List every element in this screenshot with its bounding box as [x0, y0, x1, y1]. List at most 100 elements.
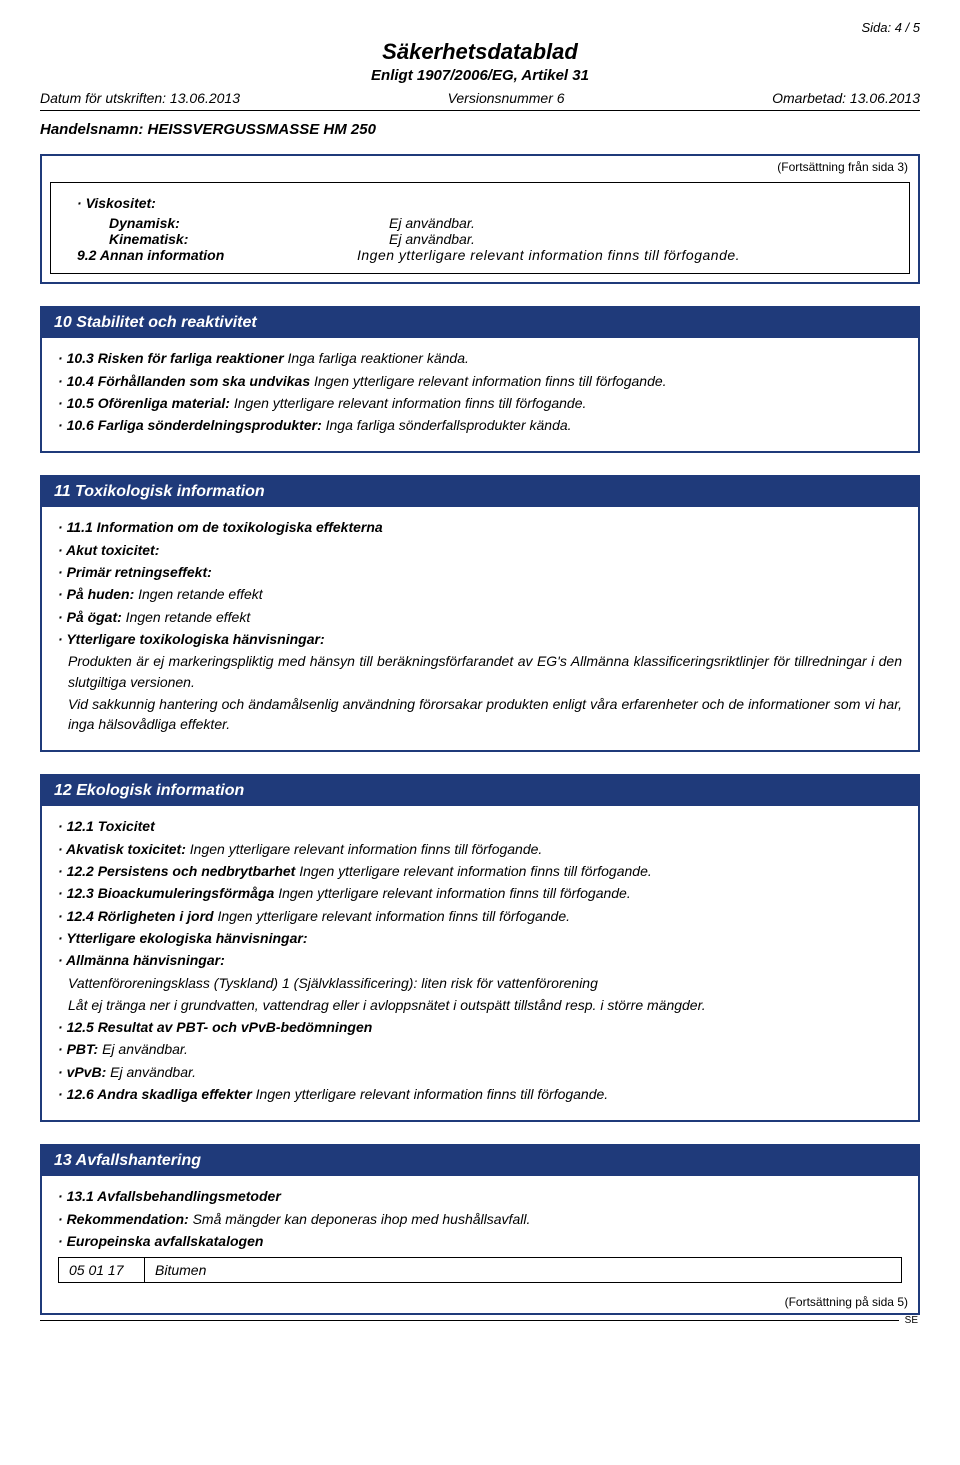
s11-l6-text: Ytterligare toxikologiska hänvisningar:	[58, 631, 325, 647]
s12-p1: Vattenföroreningsklass (Tyskland) 1 (Sjä…	[58, 973, 902, 993]
s10-l3-rest: Ingen ytterligare relevant information f…	[230, 395, 586, 411]
s11-l3-text: Primär retningseffekt:	[58, 564, 212, 580]
dynamic-label: Dynamisk:	[109, 215, 389, 231]
other-info-label: 9.2 Annan information	[77, 247, 357, 263]
section-13-box: 13 Avfallshantering 13.1 Avfallsbehandli…	[40, 1144, 920, 1315]
document-subtitle: Enligt 1907/2006/EG, Artikel 31	[40, 67, 920, 84]
s10-l1-lead: 10.3 Risken för farliga reaktioner	[58, 350, 284, 366]
s11-l6: Ytterligare toxikologiska hänvisningar:	[58, 629, 902, 649]
s11-l1-text: 11.1 Information om de toxikologiska eff…	[58, 519, 383, 535]
s10-l1-rest: Inga farliga reaktioner kända.	[284, 350, 469, 366]
section-13-body: 13.1 Avfallsbehandlingsmetoder Rekommend…	[42, 1176, 918, 1291]
s10-l2-lead: 10.4 Förhållanden som ska undvikas	[58, 373, 310, 389]
meta-row: Datum för utskriften: 13.06.2013 Version…	[40, 90, 920, 106]
s10-line-2: 10.4 Förhållanden som ska undvikas Ingen…	[58, 371, 902, 391]
s10-l4-rest: Inga farliga sönderfallsprodukter kända.	[322, 417, 572, 433]
s12-l11-rest: Ingen ytterligare relevant information f…	[252, 1086, 608, 1102]
s11-l1: 11.1 Information om de toxikologiska eff…	[58, 517, 902, 537]
s13-l1: 13.1 Avfallsbehandlingsmetoder	[58, 1186, 902, 1206]
section-12-header: 12 Ekologisk information	[42, 776, 918, 806]
s10-l4-lead: 10.6 Farliga sönderdelningsprodukter:	[58, 417, 322, 433]
other-info-lead: 9.2 Annan information	[77, 247, 224, 263]
s11-l2-text: Akut toxicitet:	[58, 542, 159, 558]
section-11-body: 11.1 Information om de toxikologiska eff…	[42, 507, 918, 750]
print-date: Datum för utskriften: 13.06.2013	[40, 90, 240, 106]
s12-l9-lead: PBT:	[58, 1041, 98, 1057]
product-name: Handelsnamn: HEISSVERGUSSMASSE HM 250	[40, 121, 920, 138]
header-divider	[40, 110, 920, 111]
s12-l8-text: 12.5 Resultat av PBT- och vPvB-bedömning…	[58, 1019, 372, 1035]
s13-l2-lead: Rekommendation:	[58, 1211, 189, 1227]
section-10-header: 10 Stabilitet och reaktivitet	[42, 308, 918, 338]
s12-l5: 12.4 Rörligheten i jord Ingen ytterligar…	[58, 906, 902, 926]
s12-l9-rest: Ej användbar.	[98, 1041, 188, 1057]
s13-l2: Rekommendation: Små mängder kan deponera…	[58, 1209, 902, 1229]
waste-code-cell: 05 01 17	[59, 1258, 145, 1282]
s13-l3-text: Europeinska avfallskatalogen	[58, 1233, 263, 1249]
s12-l10-lead: vPvB:	[58, 1064, 106, 1080]
section-10-body: 10.3 Risken för farliga reaktioner Inga …	[42, 338, 918, 451]
s11-p1: Produkten är ej markeringspliktig med hä…	[58, 651, 902, 692]
s12-l6: Ytterligare ekologiska hänvisningar:	[58, 928, 902, 948]
waste-name-cell: Bitumen	[145, 1258, 901, 1282]
section-9-inner: Viskositet: Dynamisk: Ej användbar. Kine…	[50, 182, 910, 274]
other-info-value: Ingen ytterligare relevant information f…	[357, 247, 897, 263]
footer-line: SE	[40, 1315, 920, 1326]
dynamic-row: Dynamisk: Ej användbar.	[63, 215, 897, 231]
s11-l5-lead: På ögat:	[58, 609, 122, 625]
s12-l6-text: Ytterligare ekologiska hänvisningar:	[58, 930, 308, 946]
s12-l2-rest: Ingen ytterligare relevant information f…	[186, 841, 542, 857]
s12-l11-lead: 12.6 Andra skadliga effekter	[58, 1086, 252, 1102]
s10-line-4: 10.6 Farliga sönderdelningsprodukter: In…	[58, 415, 902, 435]
s12-l4-rest: Ingen ytterligare relevant information f…	[274, 885, 630, 901]
s11-l3: Primär retningseffekt:	[58, 562, 902, 582]
s11-l4: På huden: Ingen retande effekt	[58, 584, 902, 604]
s11-l2: Akut toxicitet:	[58, 540, 902, 560]
s11-l5-rest: Ingen retande effekt	[122, 609, 250, 625]
s12-l10: vPvB: Ej användbar.	[58, 1062, 902, 1082]
s12-l9: PBT: Ej användbar.	[58, 1039, 902, 1059]
section-12-box: 12 Ekologisk information 12.1 Toxicitet …	[40, 774, 920, 1122]
kinematic-row: Kinematisk: Ej användbar.	[63, 231, 897, 247]
s13-l1-text: 13.1 Avfallsbehandlingsmetoder	[58, 1188, 281, 1204]
continuation-from: (Fortsättning från sida 3)	[42, 160, 908, 174]
s12-l2-lead: Akvatisk toxicitet:	[58, 841, 186, 857]
kinematic-label: Kinematisk:	[109, 231, 389, 247]
section-9-box: (Fortsättning från sida 3) Viskositet: D…	[40, 154, 920, 284]
footer-divider	[40, 1320, 899, 1321]
waste-table: 05 01 17 Bitumen	[58, 1257, 902, 1283]
s11-l4-rest: Ingen retande effekt	[134, 586, 262, 602]
s12-l8: 12.5 Resultat av PBT- och vPvB-bedömning…	[58, 1017, 902, 1037]
s12-l3: 12.2 Persistens och nedbrytbarhet Ingen …	[58, 861, 902, 881]
dynamic-value: Ej användbar.	[389, 215, 897, 231]
s12-l1-text: 12.1 Toxicitet	[58, 818, 155, 834]
kinematic-value: Ej användbar.	[389, 231, 897, 247]
other-info-row: 9.2 Annan information Ingen ytterligare …	[63, 247, 897, 263]
footer-se: SE	[905, 1315, 920, 1326]
section-12-body: 12.1 Toxicitet Akvatisk toxicitet: Ingen…	[42, 806, 918, 1120]
section-10-box: 10 Stabilitet och reaktivitet 10.3 Riske…	[40, 306, 920, 453]
viscosity-label: Viskositet:	[63, 193, 897, 213]
section-11-box: 11 Toxikologisk information 11.1 Informa…	[40, 475, 920, 752]
section-11-header: 11 Toxikologisk information	[42, 477, 918, 507]
s12-l3-rest: Ingen ytterligare relevant information f…	[295, 863, 651, 879]
section-13-header: 13 Avfallshantering	[42, 1146, 918, 1176]
page-container: Sida: 4 / 5 Säkerhetsdatablad Enligt 190…	[0, 0, 960, 1366]
s12-l5-rest: Ingen ytterligare relevant information f…	[214, 908, 570, 924]
s10-line-1: 10.3 Risken för farliga reaktioner Inga …	[58, 348, 902, 368]
s12-l10-rest: Ej användbar.	[106, 1064, 196, 1080]
version-number: Versionsnummer 6	[448, 90, 565, 106]
continuation-to: (Fortsättning på sida 5)	[42, 1295, 908, 1309]
s11-p2: Vid sakkunnig hantering och ändamålsenli…	[58, 694, 902, 735]
s12-l4-lead: 12.3 Bioackumuleringsförmåga	[58, 885, 274, 901]
s12-l3-lead: 12.2 Persistens och nedbrytbarhet	[58, 863, 295, 879]
s10-l3-lead: 10.5 Oförenliga material:	[58, 395, 230, 411]
s10-l2-rest: Ingen ytterligare relevant information f…	[310, 373, 666, 389]
viscosity-lead: Viskositet:	[77, 195, 156, 211]
s11-l5: På ögat: Ingen retande effekt	[58, 607, 902, 627]
s12-l11: 12.6 Andra skadliga effekter Ingen ytter…	[58, 1084, 902, 1104]
s13-l2-rest: Små mängder kan deponeras ihop med hushå…	[189, 1211, 531, 1227]
s12-p2: Låt ej tränga ner i grundvatten, vattend…	[58, 995, 902, 1015]
s12-l1: 12.1 Toxicitet	[58, 816, 902, 836]
revised-date: Omarbetad: 13.06.2013	[772, 90, 920, 106]
